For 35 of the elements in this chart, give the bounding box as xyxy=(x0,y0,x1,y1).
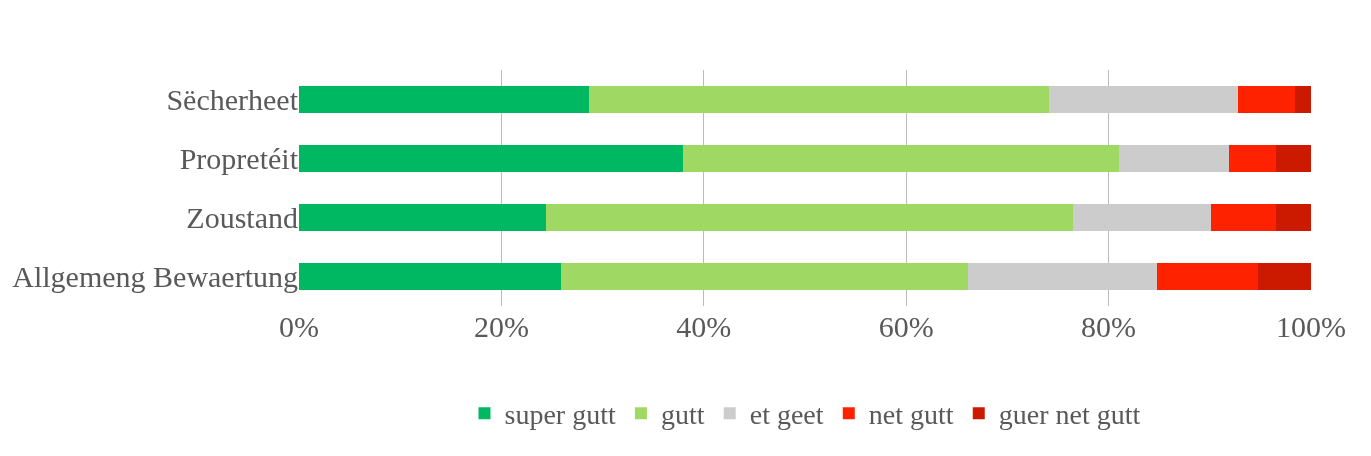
x-tick-label: 60% xyxy=(878,310,934,343)
x-tick-label: 100% xyxy=(1276,310,1346,343)
legend-label: et geet xyxy=(749,399,824,431)
y-tick-label: Propretéit xyxy=(179,142,299,175)
bar xyxy=(1073,204,1211,231)
legend-label: net gutt xyxy=(868,399,954,431)
bar xyxy=(545,204,1074,231)
bar xyxy=(299,204,546,231)
bar xyxy=(1258,263,1311,290)
bar xyxy=(1229,145,1276,172)
bar xyxy=(561,263,968,290)
bar xyxy=(1238,86,1295,113)
x-tick-label: 20% xyxy=(473,310,529,343)
bar xyxy=(299,145,683,172)
bar xyxy=(299,263,562,290)
x-tick-label: 0% xyxy=(279,310,319,343)
bar xyxy=(1118,145,1230,172)
x-tick-label: 40% xyxy=(676,310,732,343)
y-tick-label: Zoustand xyxy=(186,201,298,234)
bar xyxy=(1275,204,1311,231)
bar xyxy=(589,86,1049,113)
legend-label: super gutt xyxy=(504,399,616,431)
y-tick-label: Sëcherheet xyxy=(166,83,299,116)
bar xyxy=(1048,86,1239,113)
bar xyxy=(967,263,1158,290)
y-tick-label: Allgemeng Bewaertung xyxy=(12,260,298,293)
bar xyxy=(1157,263,1259,290)
bar xyxy=(1275,145,1311,172)
legend-label: guer net gutt xyxy=(998,399,1141,431)
bar xyxy=(299,86,590,113)
legend-label: gutt xyxy=(660,399,705,431)
bar xyxy=(1210,204,1276,231)
bar xyxy=(682,145,1119,172)
bar xyxy=(1294,86,1311,113)
x-tick-label: 80% xyxy=(1081,310,1137,343)
